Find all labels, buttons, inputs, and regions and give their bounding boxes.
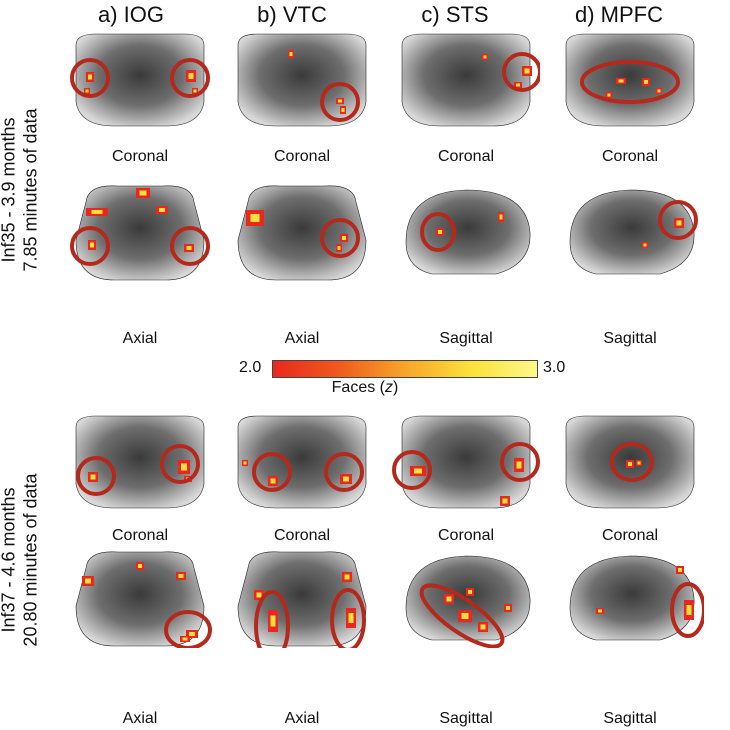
view-label-inf37-row2-iog: Axial [122,710,158,727]
brain-slice-inf37-row1-iog [66,412,214,512]
view-label-inf35-row1-vtc: Coronal [273,148,331,165]
view-label-inf35-row2-iog: Axial [122,330,158,347]
column-header-vtc: b) VTC [257,2,327,27]
view-label-inf35-row2-mpfc: Sagittal [603,330,657,347]
brain-slice-inf35-row1-mpfc [556,30,704,130]
view-label-inf37-row2-mpfc: Sagittal [603,710,657,727]
view-label-inf37-row1-sts: Coronal [437,527,495,544]
brain-slice-inf35-row1-vtc [228,30,376,130]
brain-slice-inf35-row1-iog [66,30,214,130]
brain-slice-inf37-row2-sts [392,548,540,648]
subject-minutes-inf35: 7.85 minutes of data [21,108,42,272]
brain-slice-inf37-row2-mpfc [556,548,704,648]
colorbar-title: Faces (z) [331,379,399,396]
view-label-inf35-row2-sts: Sagittal [439,330,493,347]
column-header-sts: c) STS [421,2,489,27]
brain-slice-inf37-row1-sts [392,412,540,512]
colorbar-min-label: 2.0 [239,359,262,376]
view-label-inf37-row1-mpfc: Coronal [601,527,659,544]
brain-slice-inf37-row2-vtc [228,548,376,648]
brain-slice-inf35-row1-sts [392,30,540,130]
subject-age-inf35: Inf35 - 3.9 months [0,117,20,263]
view-label-inf35-row1-mpfc: Coronal [601,148,659,165]
view-label-inf37-row2-sts: Sagittal [439,710,493,727]
brain-slice-inf37-row1-mpfc [556,412,704,512]
colorbar-max-label: 3.0 [543,359,566,376]
colorbar-gradient [272,360,538,378]
view-label-inf37-row1-vtc: Coronal [273,527,331,544]
brain-slice-inf35-row2-vtc [228,182,376,282]
view-label-inf35-row1-iog: Coronal [111,148,169,165]
brain-slice-inf37-row1-vtc [228,412,376,512]
brain-slice-inf35-row2-sts [392,182,540,282]
view-label-inf37-row1-iog: Coronal [111,527,169,544]
subject-minutes-inf37: 20.80 minutes of data [21,473,41,647]
brain-slice-inf35-row2-mpfc [556,182,704,282]
column-header-mpfc: d) MPFC [575,2,663,27]
subject-label-inf35: Inf35 - 3.9 months 7.85 minutes of data [0,40,42,340]
view-label-inf37-row2-vtc: Axial [284,710,320,727]
colorbar: 2.0 3.0 Faces (z) [0,357,730,397]
brain-slice-inf35-row2-iog [66,182,214,282]
subject-label-inf37: Inf37 - 4.6 months 20.80 minutes of data [0,405,41,715]
subject-age-inf37: Inf37 - 4.6 months [0,487,19,633]
column-header-iog: a) IOG [97,2,164,27]
brain-slice-inf37-row2-iog [66,548,214,648]
view-label-inf35-row2-vtc: Axial [284,330,320,347]
view-label-inf35-row1-sts: Coronal [437,148,495,165]
